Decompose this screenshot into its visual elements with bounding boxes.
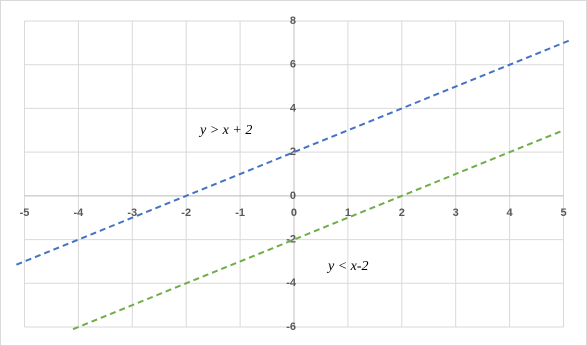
- x-tick-label: -4: [73, 207, 84, 219]
- x-tick-label: 1: [345, 207, 351, 219]
- x-tick-label: -3: [127, 207, 137, 219]
- y-tick-label: -4: [286, 277, 297, 289]
- y-tick-label: 0: [290, 190, 296, 202]
- annotation: y > x + 2: [198, 123, 252, 138]
- y-tick-label: 6: [290, 59, 296, 71]
- y-tick-label: 2: [290, 146, 296, 158]
- x-tick-label: -5: [20, 207, 30, 219]
- x-tick-label: -2: [181, 207, 191, 219]
- x-tick-label: -1: [235, 207, 245, 219]
- y-tick-label: -6: [286, 321, 296, 333]
- y-tick-label: -2: [286, 233, 296, 245]
- x-tick-label: 3: [453, 207, 459, 219]
- x-tick-label: 0: [291, 207, 297, 219]
- annotation: y < x-2: [326, 259, 369, 274]
- x-tick-label: 2: [399, 207, 405, 219]
- y-tick-label: 8: [290, 15, 296, 27]
- y-tick-label: 4: [290, 102, 297, 114]
- x-tick-label: 5: [560, 207, 566, 219]
- x-tick-label: 4: [507, 207, 514, 219]
- data-line: [72, 129, 564, 331]
